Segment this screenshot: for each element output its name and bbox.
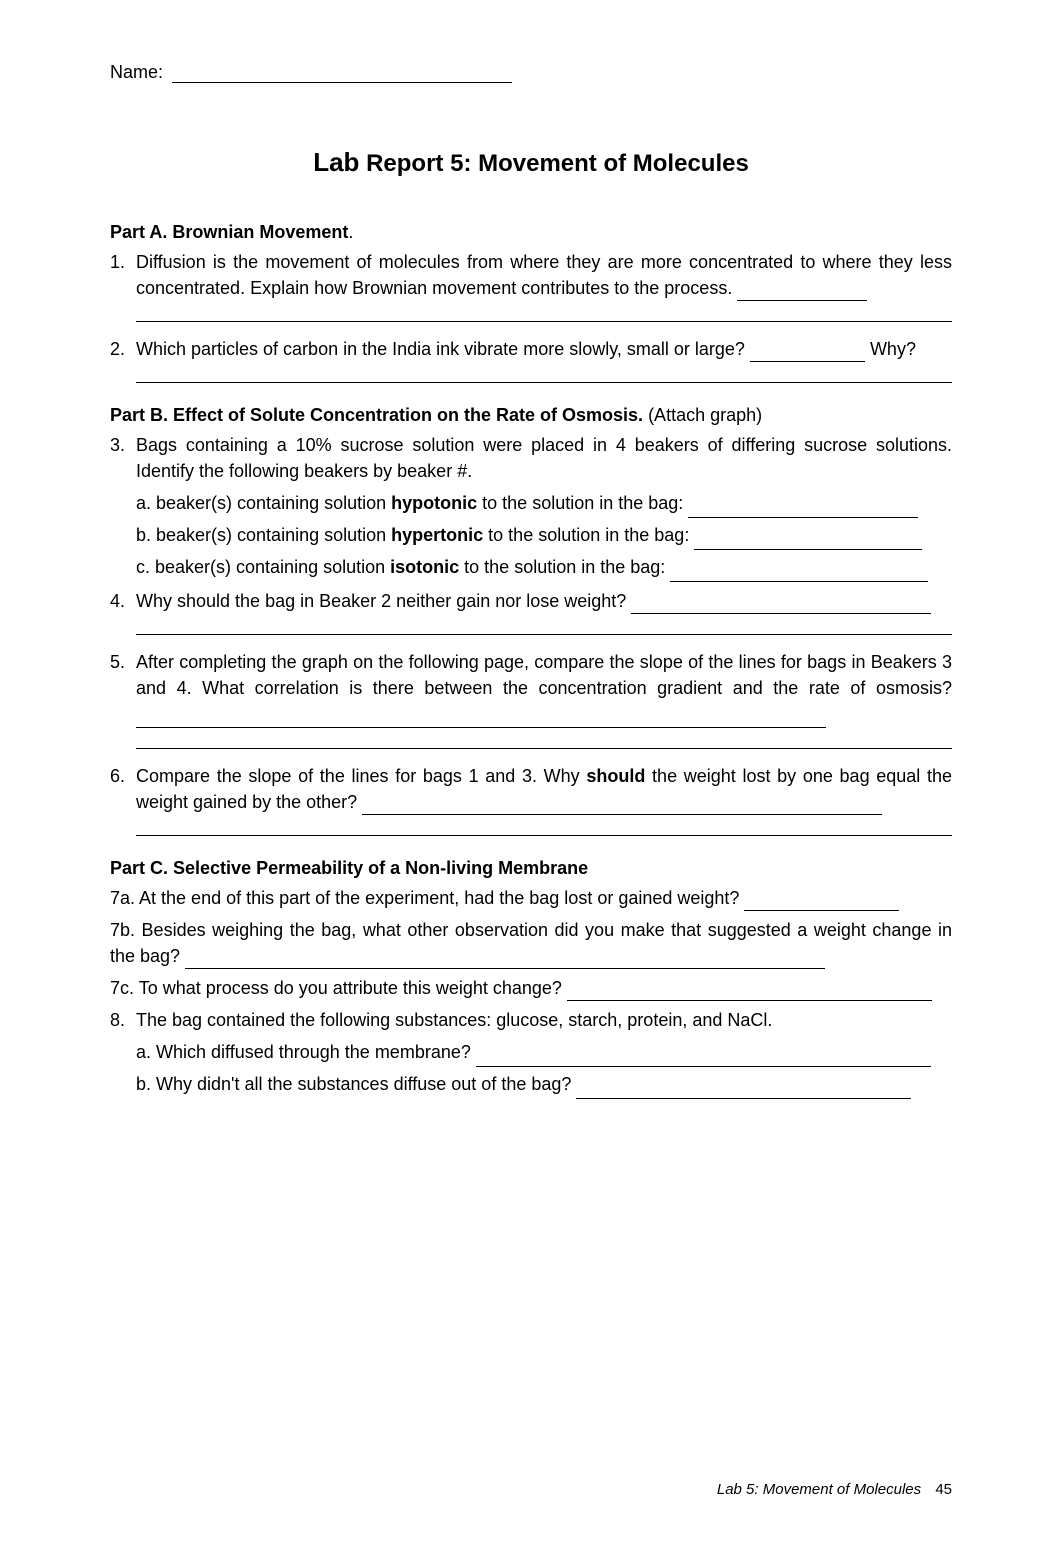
q1-body: Diffusion is the movement of molecules f… — [136, 249, 952, 301]
q3-num: 3. — [110, 432, 136, 484]
q2-text-a: Which particles of carbon in the India i… — [136, 339, 750, 359]
q4-body: Why should the bag in Beaker 2 neither g… — [136, 588, 952, 614]
q5-body: After completing the graph on the follow… — [136, 649, 952, 727]
q4-num: 4. — [110, 588, 136, 614]
q3a-bold: hypotonic — [391, 493, 477, 513]
name-row: Name: — [110, 62, 952, 83]
q7c-blank[interactable] — [567, 982, 932, 1001]
q3a-pre: a. beaker(s) containing solution — [136, 493, 391, 513]
q4-blank-line[interactable] — [136, 634, 952, 635]
q7b-blank[interactable] — [185, 950, 825, 969]
page-footer: Lab 5: Movement of Molecules 45 — [717, 1481, 952, 1498]
q6-blank-inline[interactable] — [362, 796, 882, 815]
q6-blank-line[interactable] — [136, 835, 952, 836]
q5: 5. After completing the graph on the fol… — [110, 649, 952, 727]
q2-body: Which particles of carbon in the India i… — [136, 336, 952, 362]
q2-text-b: Why? — [865, 339, 916, 359]
part-b-heading-bold: Part B. Effect of Solute Concentration o… — [110, 405, 643, 425]
q3b-blank[interactable] — [694, 531, 922, 550]
q7b-body: 7b. Besides weighing the bag, what other… — [110, 917, 952, 969]
q1: 1. Diffusion is the movement of molecule… — [110, 249, 952, 301]
title-rest: Report 5: Movement of Molecules — [359, 150, 748, 177]
part-a-heading: Part A. Brownian Movement. — [110, 222, 952, 243]
q3c: c. beaker(s) containing solution isotoni… — [136, 554, 952, 582]
q7a-body: 7a. At the end of this part of the exper… — [110, 885, 952, 911]
q1-blank-inline[interactable] — [737, 282, 867, 301]
footer-title: Lab 5: Movement of Molecules — [717, 1481, 921, 1498]
q2-blank-a[interactable] — [750, 343, 865, 362]
q3c-pre: c. beaker(s) containing solution — [136, 557, 390, 577]
footer-page-number: 45 — [935, 1481, 952, 1498]
q2-num: 2. — [110, 336, 136, 362]
q7a-blank[interactable] — [744, 892, 899, 911]
q6: 6. Compare the slope of the lines for ba… — [110, 763, 952, 815]
q6-body: Compare the slope of the lines for bags … — [136, 763, 952, 815]
report-title: Lab Report 5: Movement of Molecules — [110, 147, 952, 178]
q8b: b. Why didn't all the substances diffuse… — [136, 1071, 952, 1099]
q5-blank-inline[interactable] — [136, 709, 826, 728]
name-label: Name: — [110, 62, 163, 82]
q8a-blank[interactable] — [476, 1048, 931, 1067]
q7c-body: 7c. To what process do you attribute thi… — [110, 975, 952, 1001]
name-blank[interactable] — [172, 82, 512, 83]
q3a-blank[interactable] — [688, 499, 918, 518]
q8-num: 8. — [110, 1007, 136, 1033]
q7b: 7b. Besides weighing the bag, what other… — [110, 917, 952, 969]
q3b: b. beaker(s) containing solution hyperto… — [136, 522, 952, 550]
part-b-heading-suffix: (Attach graph) — [643, 405, 762, 425]
page: Name: Lab Report 5: Movement of Molecule… — [0, 0, 1062, 1556]
q5-num: 5. — [110, 649, 136, 727]
q3a-post: to the solution in the bag: — [477, 493, 688, 513]
q3c-blank[interactable] — [670, 563, 928, 582]
q2-blank-line[interactable] — [136, 382, 952, 383]
q8: 8. The bag contained the following subst… — [110, 1007, 952, 1033]
title-lab: Lab — [313, 147, 359, 177]
q2: 2. Which particles of carbon in the Indi… — [110, 336, 952, 362]
q7a: 7a. At the end of this part of the exper… — [110, 885, 952, 911]
q7c: 7c. To what process do you attribute thi… — [110, 975, 952, 1001]
q6-bold: should — [586, 766, 645, 786]
q3c-bold: isotonic — [390, 557, 459, 577]
q5-blank-line[interactable] — [136, 748, 952, 749]
q8a: a. Which diffused through the membrane? — [136, 1039, 952, 1067]
part-a-heading-bold: Part A. Brownian Movement — [110, 222, 348, 242]
q6-num: 6. — [110, 763, 136, 815]
q1-num: 1. — [110, 249, 136, 301]
q5-text: After completing the graph on the follow… — [136, 652, 952, 698]
q3b-post: to the solution in the bag: — [483, 525, 694, 545]
q6-text-a: Compare the slope of the lines for bags … — [136, 766, 586, 786]
q1-blank-line[interactable] — [136, 321, 952, 322]
q8b-blank[interactable] — [576, 1080, 911, 1099]
q8-body: The bag contained the following substanc… — [136, 1007, 952, 1033]
part-a-heading-dot: . — [348, 222, 353, 242]
q3-body: Bags containing a 10% sucrose solution w… — [136, 432, 952, 484]
q4-text: Why should the bag in Beaker 2 neither g… — [136, 591, 631, 611]
q3b-bold: hypertonic — [391, 525, 483, 545]
q7c-text: 7c. To what process do you attribute thi… — [110, 978, 567, 998]
q8b-text: b. Why didn't all the substances diffuse… — [136, 1074, 576, 1094]
q4: 4. Why should the bag in Beaker 2 neithe… — [110, 588, 952, 614]
q3: 3. Bags containing a 10% sucrose solutio… — [110, 432, 952, 484]
q7a-text: 7a. At the end of this part of the exper… — [110, 888, 744, 908]
q3c-post: to the solution in the bag: — [459, 557, 670, 577]
q3a: a. beaker(s) containing solution hypoton… — [136, 490, 952, 518]
q4-blank-inline[interactable] — [631, 595, 931, 614]
part-c-heading: Part C. Selective Permeability of a Non-… — [110, 858, 952, 879]
q3b-pre: b. beaker(s) containing solution — [136, 525, 391, 545]
part-b-heading: Part B. Effect of Solute Concentration o… — [110, 405, 952, 426]
q8a-text: a. Which diffused through the membrane? — [136, 1042, 476, 1062]
